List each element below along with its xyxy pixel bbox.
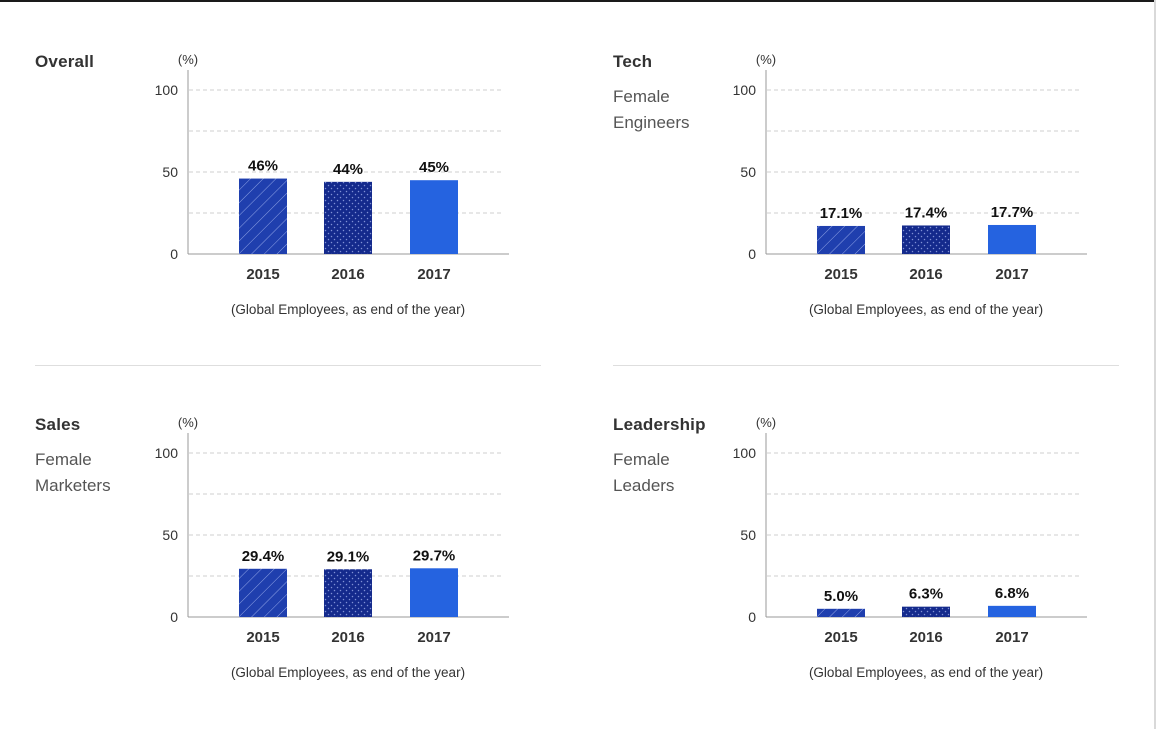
- bar-2016: [902, 606, 950, 617]
- y-tick-label: 100: [733, 82, 757, 98]
- chart-panel-leadership: Leadership Female Leaders (%) 0 50 100 5.0% 2…: [613, 415, 1133, 755]
- x-tick-label: 2017: [995, 266, 1028, 283]
- x-tick-label: 2016: [331, 629, 364, 646]
- data-label: 6.3%: [909, 586, 943, 603]
- bar-2015: [817, 608, 865, 617]
- y-tick-label: 50: [740, 527, 756, 543]
- y-tick-label: 50: [162, 164, 178, 180]
- y-tick-label: 50: [740, 164, 756, 180]
- data-label: 29.7%: [413, 547, 456, 564]
- data-label: 45%: [419, 159, 449, 176]
- x-tick-label: 2017: [417, 266, 450, 283]
- y-tick-label: 100: [155, 445, 179, 461]
- bar-2015: [239, 178, 287, 254]
- right-rule: [1154, 0, 1156, 729]
- x-tick-label: 2015: [246, 266, 279, 283]
- y-tick-label: 100: [733, 445, 757, 461]
- chart-footnote: (Global Employees, as end of the year): [231, 302, 465, 317]
- y-tick-label: 0: [170, 609, 178, 625]
- chart-panel-sales: Sales Female Marketers (%) 0 50 100 29.4% 201…: [35, 415, 555, 755]
- x-tick-label: 2015: [246, 629, 279, 646]
- bar-chart: (%) 0 50 100 5.0% 2015 6.3% 2016 6.8% 2017 (Global…: [733, 415, 1087, 680]
- bar-2016: [902, 225, 950, 254]
- data-label: 17.4%: [905, 204, 948, 221]
- chart-footnote: (Global Employees, as end of the year): [809, 302, 1043, 317]
- bar-2016: [324, 181, 372, 254]
- chart-footnote: (Global Employees, as end of the year): [231, 665, 465, 680]
- y-unit-label: (%): [178, 52, 198, 67]
- bar-2016: [324, 569, 372, 617]
- panel-subtitle: Female Engineers: [613, 87, 690, 132]
- x-tick-label: 2016: [331, 266, 364, 283]
- bar-2015: [817, 225, 865, 254]
- y-unit-label: (%): [756, 415, 776, 430]
- data-label: 5.0%: [824, 588, 858, 605]
- panel-title: Overall: [35, 52, 95, 71]
- y-tick-label: 50: [162, 527, 178, 543]
- data-label: 29.4%: [242, 548, 285, 565]
- data-label: 17.7%: [991, 204, 1034, 221]
- x-tick-label: 2015: [824, 629, 857, 646]
- panel-title: Sales: [35, 415, 81, 434]
- y-tick-label: 0: [748, 609, 756, 625]
- section-divider-left: [35, 365, 541, 366]
- chart-footnote: (Global Employees, as end of the year): [809, 665, 1043, 680]
- x-tick-label: 2015: [824, 266, 857, 283]
- y-tick-label: 100: [155, 82, 179, 98]
- y-tick-label: 0: [170, 246, 178, 262]
- bar-2017: [410, 180, 458, 254]
- y-unit-label: (%): [756, 52, 776, 67]
- panel-subtitle: Female Leaders: [613, 450, 675, 495]
- data-label: 44%: [333, 161, 363, 178]
- bar-2015: [239, 568, 287, 617]
- panel-subtitle: Female Marketers: [35, 450, 111, 495]
- y-tick-label: 0: [748, 246, 756, 262]
- y-unit-label: (%): [178, 415, 198, 430]
- bar-2017: [410, 568, 458, 617]
- bar-chart: (%) 0 50 100 46% 2015 44% 2016 45% 2017 (Global Em…: [155, 52, 509, 317]
- bar-2017: [988, 605, 1036, 617]
- x-tick-label: 2016: [909, 629, 942, 646]
- x-tick-label: 2017: [995, 629, 1028, 646]
- panel-title: Leadership: [613, 415, 706, 434]
- x-tick-label: 2017: [417, 629, 450, 646]
- x-tick-label: 2016: [909, 266, 942, 283]
- bar-chart: (%) 0 50 100 17.1% 2015 17.4% 2016 17.7% 2017 (Glo…: [733, 52, 1087, 317]
- section-divider-right: [613, 365, 1119, 366]
- data-label: 46%: [248, 158, 278, 175]
- data-label: 17.1%: [820, 205, 863, 222]
- bar-chart: (%) 0 50 100 29.4% 2015 29.1% 2016 29.7% 2017 (Glo…: [155, 415, 509, 680]
- chart-panel-overall: Overall (%) 0 50 100 46% 2015 44% 2016 45% 2017 (G…: [35, 52, 555, 392]
- top-rule: [0, 0, 1156, 2]
- chart-panel-tech: Tech Female Engineers (%) 0 50 100 17.1% 2015…: [613, 52, 1133, 392]
- bar-2017: [988, 224, 1036, 254]
- data-label: 29.1%: [327, 548, 370, 565]
- panel-title: Tech: [613, 52, 653, 71]
- data-label: 6.8%: [995, 585, 1029, 602]
